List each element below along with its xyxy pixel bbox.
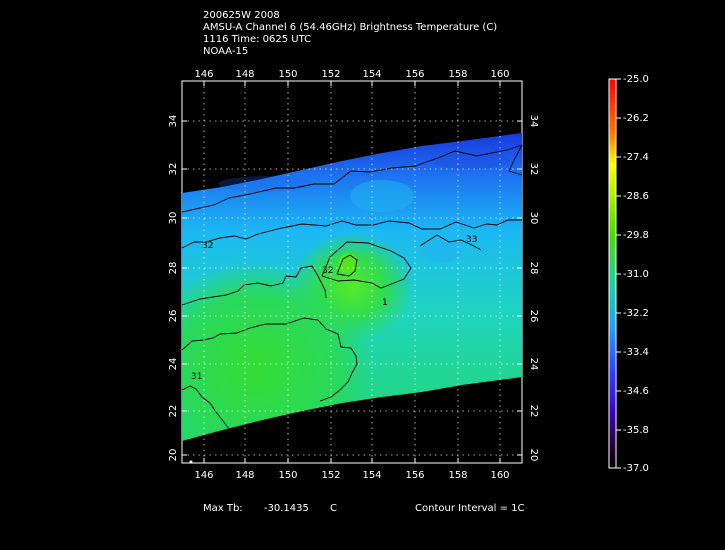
title-line-1: 200625W 2008 xyxy=(203,10,280,21)
left-lat-24: 24 xyxy=(168,358,179,371)
colorbar-label-8: -34.6 xyxy=(623,386,649,397)
colorbar-label-5: -31.0 xyxy=(623,269,649,280)
title-block: 200625W 2008 AMSU-A Channel 6 (54.46GHz)… xyxy=(203,10,497,58)
colorbar-label-3: -28.6 xyxy=(623,191,649,202)
bottom-lon-152: 152 xyxy=(321,470,340,481)
right-lat-26: 26 xyxy=(528,310,539,323)
bottom-lon-156: 156 xyxy=(405,470,424,481)
title-line-4: NOAA-15 xyxy=(203,46,249,57)
top-lon-labels: 146 148 150 152 154 156 158 160 xyxy=(194,69,509,80)
contour-label-4: 31 xyxy=(191,372,202,382)
contour-label-5: 1 xyxy=(382,298,388,308)
top-lon-154: 154 xyxy=(362,69,381,80)
right-lat-30: 30 xyxy=(528,212,539,225)
grid-marker xyxy=(189,460,193,464)
tick-marks xyxy=(182,81,522,463)
right-lat-labels: 20 22 24 26 28 30 32 34 xyxy=(528,115,539,462)
right-lat-34: 34 xyxy=(528,115,539,128)
left-lat-20: 20 xyxy=(168,449,179,462)
colorbar-label-2: -27.4 xyxy=(623,152,649,163)
top-lon-160: 160 xyxy=(490,69,509,80)
map-frame xyxy=(181,80,523,464)
colorbar-label-10: -37.0 xyxy=(623,463,649,474)
colorbar-label-4: -29.8 xyxy=(623,230,649,241)
contour-label-2: 32 xyxy=(322,266,333,276)
top-lon-156: 156 xyxy=(405,69,424,80)
left-lat-34: 34 xyxy=(168,115,179,128)
top-lon-158: 158 xyxy=(448,69,467,80)
colorbar-label-0: -25.0 xyxy=(623,74,649,85)
grid-lines xyxy=(182,81,522,463)
top-lon-148: 148 xyxy=(235,69,254,80)
right-lat-32: 32 xyxy=(528,163,539,176)
bottom-lon-160: 160 xyxy=(490,470,509,481)
left-lat-26: 26 xyxy=(168,310,179,323)
colorbar-label-7: -33.4 xyxy=(623,347,649,358)
top-lon-152: 152 xyxy=(321,69,340,80)
bottom-lon-labels: 146 148 150 152 154 156 158 160 xyxy=(194,470,509,481)
right-lat-24: 24 xyxy=(528,358,539,371)
colorbar-label-1: -26.2 xyxy=(623,113,649,124)
left-lat-22: 22 xyxy=(168,405,179,418)
title-line-2: AMSU-A Channel 6 (54.46GHz) Brightness T… xyxy=(203,22,498,33)
max-tb-readout: Max Tb: -30.1435 C xyxy=(203,503,355,514)
left-lat-32: 32 xyxy=(168,163,179,176)
contour-lines xyxy=(181,144,523,430)
bottom-lon-148: 148 xyxy=(235,470,254,481)
contour-label-1: 32 xyxy=(202,241,213,251)
colorbar-label-9: -35.8 xyxy=(623,425,649,436)
colorbar-ticks xyxy=(616,78,621,469)
max-tb-label: Max Tb: xyxy=(203,503,243,514)
left-lat-28: 28 xyxy=(168,262,179,275)
contour-label-3: 33 xyxy=(466,235,477,245)
top-lon-146: 146 xyxy=(194,69,213,80)
max-tb-unit: C xyxy=(330,503,338,514)
bottom-lon-150: 150 xyxy=(278,470,297,481)
colorbar-label-6: -32.2 xyxy=(623,308,649,319)
left-lat-30: 30 xyxy=(168,212,179,225)
right-lat-20: 20 xyxy=(528,449,539,462)
bottom-lon-158: 158 xyxy=(448,470,467,481)
top-lon-150: 150 xyxy=(278,69,297,80)
right-lat-22: 22 xyxy=(528,405,539,418)
contour-label-group: 32 32 33 31 1 xyxy=(191,235,477,382)
colorbar-labels: -25.0 -26.2 -27.4 -28.6 -29.8 -31.0 -32.… xyxy=(623,74,649,474)
left-lat-labels: 20 22 24 26 28 30 32 34 xyxy=(168,115,179,462)
bottom-lon-146: 146 xyxy=(194,470,213,481)
title-line-3: 1116 Time: 0625 UTC xyxy=(203,34,312,45)
colorbar-ramp xyxy=(608,78,617,469)
contour-interval-text: Contour Interval = 1C xyxy=(415,503,525,514)
colorbar: -25.0 -26.2 -27.4 -28.6 -29.8 -31.0 -32.… xyxy=(608,74,649,474)
data-swath xyxy=(182,133,522,441)
max-tb-value: -30.1435 xyxy=(263,503,309,514)
right-lat-28: 28 xyxy=(528,262,539,275)
bottom-lon-154: 154 xyxy=(362,470,381,481)
